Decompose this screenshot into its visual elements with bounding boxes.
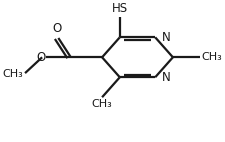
Text: O: O [36, 51, 45, 64]
Text: CH₃: CH₃ [202, 52, 222, 62]
Text: N: N [162, 31, 170, 44]
Text: HS: HS [112, 2, 128, 15]
Text: N: N [162, 71, 170, 84]
Text: O: O [53, 22, 62, 35]
Text: CH₃: CH₃ [92, 99, 112, 109]
Text: CH₃: CH₃ [2, 69, 23, 79]
